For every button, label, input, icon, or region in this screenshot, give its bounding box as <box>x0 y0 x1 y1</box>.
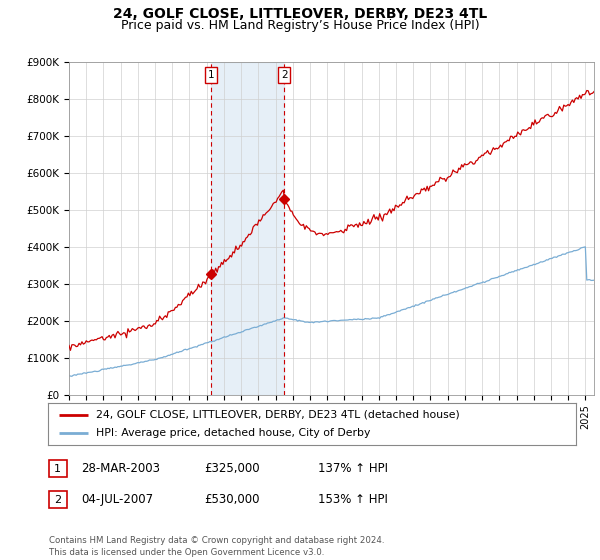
Text: 2: 2 <box>281 70 287 80</box>
Text: 2: 2 <box>54 494 61 505</box>
Text: 137% ↑ HPI: 137% ↑ HPI <box>318 462 388 475</box>
Text: 24, GOLF CLOSE, LITTLEOVER, DERBY, DE23 4TL (detached house): 24, GOLF CLOSE, LITTLEOVER, DERBY, DE23 … <box>95 410 459 420</box>
Text: £530,000: £530,000 <box>204 493 260 506</box>
Text: 1: 1 <box>54 464 61 474</box>
Text: £325,000: £325,000 <box>204 462 260 475</box>
Text: 24, GOLF CLOSE, LITTLEOVER, DERBY, DE23 4TL: 24, GOLF CLOSE, LITTLEOVER, DERBY, DE23 … <box>113 7 487 21</box>
Text: Price paid vs. HM Land Registry’s House Price Index (HPI): Price paid vs. HM Land Registry’s House … <box>121 19 479 32</box>
Text: 28-MAR-2003: 28-MAR-2003 <box>81 462 160 475</box>
Text: 1: 1 <box>208 70 214 80</box>
Text: 153% ↑ HPI: 153% ↑ HPI <box>318 493 388 506</box>
Text: 04-JUL-2007: 04-JUL-2007 <box>81 493 153 506</box>
Text: Contains HM Land Registry data © Crown copyright and database right 2024.
This d: Contains HM Land Registry data © Crown c… <box>49 536 385 557</box>
Text: HPI: Average price, detached house, City of Derby: HPI: Average price, detached house, City… <box>95 428 370 438</box>
Bar <box>211 62 284 395</box>
